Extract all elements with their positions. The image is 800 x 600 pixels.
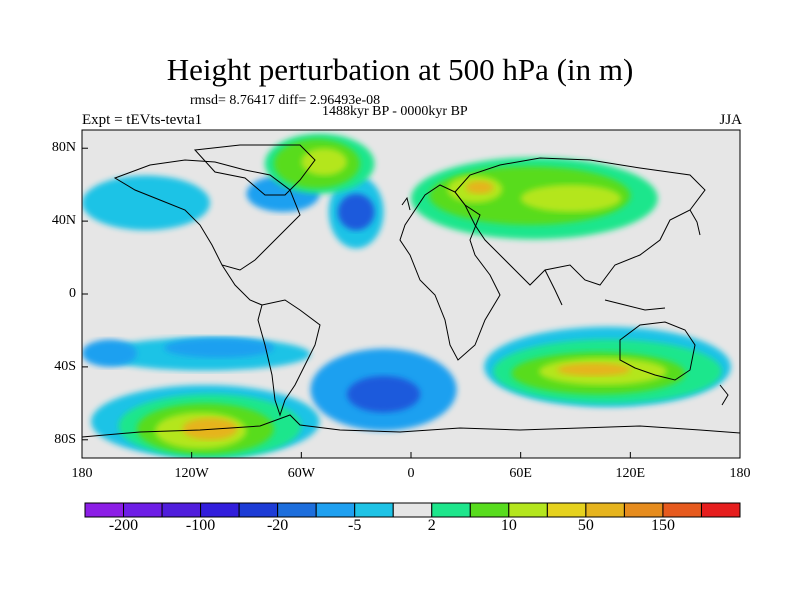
- experiment-label: Expt = tEVts-tevta1: [82, 112, 203, 128]
- legend-swatch: [161, 502, 202, 518]
- chart-title: Height perturbation at 500 hPa (in m): [166, 52, 634, 87]
- legend-label: 50: [577, 517, 594, 534]
- legend-swatch: [662, 502, 702, 518]
- contour-fill-layer: [82, 130, 740, 458]
- contour-region: [301, 148, 348, 176]
- legend-swatch: [123, 502, 163, 518]
- contour-region: [164, 337, 274, 358]
- y-tick-label: 40S: [54, 358, 76, 374]
- contour-region: [337, 193, 375, 231]
- y-tick-label: 80S: [54, 431, 76, 447]
- legend-swatch: [238, 502, 279, 518]
- y-tick-label: 0: [69, 286, 76, 301]
- rmsd-stats: rmsd= 8.76417 diff= 2.96493e-08: [190, 93, 381, 108]
- legend-swatch: [354, 502, 394, 518]
- legend-label: -200: [108, 517, 139, 534]
- contour-region: [82, 339, 137, 367]
- legend-swatch: [84, 502, 125, 518]
- x-tick-label: 60W: [287, 466, 315, 481]
- legend-label: -5: [348, 517, 362, 534]
- legend-swatch: [623, 502, 664, 518]
- contour-region: [465, 181, 494, 194]
- legend-swatch: [200, 502, 240, 518]
- legend-swatch: [469, 502, 510, 518]
- legend-swatch: [315, 502, 356, 518]
- y-tick-label: 80N: [51, 140, 76, 156]
- legend-label: -100: [185, 517, 216, 534]
- y-tick-label: 40N: [51, 213, 76, 229]
- contour-region: [347, 376, 421, 413]
- legend-label: 2: [427, 517, 436, 534]
- contour-region: [557, 363, 631, 376]
- x-tick-label: 60E: [509, 466, 532, 481]
- legend-swatch: [546, 502, 587, 518]
- legend-swatch: [585, 502, 625, 518]
- x-tick-label: 120W: [174, 466, 209, 481]
- legend-swatch: [700, 502, 741, 518]
- legend-swatch: [392, 502, 433, 518]
- axis-ticks: [81, 147, 741, 458]
- legend-label: 10: [500, 517, 517, 534]
- x-tick-label: 120E: [615, 466, 646, 481]
- contour-region: [520, 184, 622, 212]
- period-label: 1488kyr BP - 0000kyr BP: [322, 104, 468, 119]
- legend-label: 150: [650, 517, 675, 534]
- legend-swatch: [277, 502, 317, 518]
- x-tick-label: 180: [71, 466, 93, 481]
- legend-label: -20: [266, 517, 289, 534]
- contour-region: [82, 175, 210, 231]
- season-label: JJA: [719, 112, 742, 128]
- legend-swatch: [508, 502, 548, 518]
- legend-swatch: [431, 502, 471, 518]
- x-tick-label: 180: [729, 466, 751, 481]
- x-tick-label: 0: [407, 466, 415, 481]
- coastlines: [82, 144, 740, 438]
